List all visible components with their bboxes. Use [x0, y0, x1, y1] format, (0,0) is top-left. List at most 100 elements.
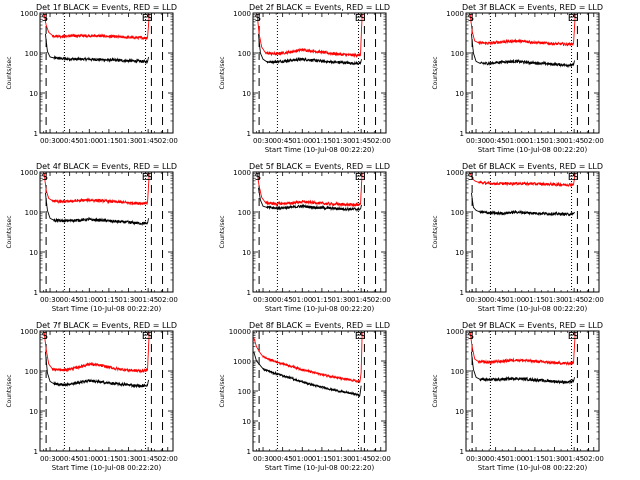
marker-label: E: [568, 13, 574, 24]
panel-det-6: Det 6f BLACK = Events, RED = LLD Counts/s…: [432, 162, 604, 313]
series-line-events: [258, 187, 362, 213]
x-tick-label: 00:45: [273, 455, 293, 463]
marker-label: E: [568, 331, 574, 342]
marker-label: S: [146, 172, 152, 183]
x-tick-label: 00:30: [466, 455, 486, 463]
x-tick-label: 01:30: [118, 296, 138, 304]
y-tick-label: 1: [247, 289, 251, 297]
y-tick-label: 10000: [229, 328, 251, 336]
plot-frame: [465, 171, 600, 293]
y-tick-label: 10: [455, 249, 464, 257]
y-axis-label: Counts/sec: [6, 374, 13, 407]
x-tick-label: 01:15: [312, 137, 332, 145]
series-line-lld: [43, 331, 150, 374]
marker-label: S: [359, 13, 365, 24]
panel-det-4: Det 4f BLACK = Events, RED = LLD Counts/s…: [6, 162, 178, 313]
y-tick-label: 1000: [233, 358, 251, 366]
plot-frame: [465, 330, 600, 452]
x-tick-label: 00:30: [253, 137, 273, 145]
y-tick-label: 1000: [446, 328, 464, 336]
x-tick-label: 01:45: [351, 296, 371, 304]
marker-label: E: [142, 331, 148, 342]
x-tick-label: 01:15: [99, 455, 119, 463]
marker-label: E: [142, 172, 148, 183]
panel-title: Det 1f BLACK = Events, RED = LLD: [36, 3, 177, 12]
marker-label: S: [146, 331, 152, 342]
marker-label: S: [468, 331, 474, 342]
plot-frame: [39, 171, 174, 293]
x-tick-label: 00:30: [253, 296, 273, 304]
x-tick-label: 02:00: [584, 137, 604, 145]
x-tick-label: 02:00: [371, 137, 391, 145]
y-tick-label: 10: [29, 90, 38, 98]
series-line-lld: [253, 332, 363, 384]
x-tick-label: 00:30: [40, 137, 60, 145]
marker-label: S: [468, 13, 474, 24]
x-tick-label: 00:45: [273, 137, 293, 145]
panel-title: Det 2f BLACK = Events, RED = LLD: [249, 3, 390, 12]
x-tick-label: 01:00: [79, 296, 99, 304]
x-tick-label: 01:30: [544, 296, 564, 304]
panel-title: Det 6f BLACK = Events, RED = LLD: [462, 162, 603, 171]
panel-title: Det 4f BLACK = Events, RED = LLD: [36, 162, 177, 171]
y-tick-label: 1000: [20, 328, 38, 336]
x-tick-label: 00:45: [60, 455, 80, 463]
x-tick-label: 01:00: [79, 137, 99, 145]
y-tick-label: 1: [460, 289, 464, 297]
panel-title: Det 7f BLACK = Events, RED = LLD: [36, 321, 177, 330]
x-tick-label: 01:15: [99, 296, 119, 304]
x-tick-label: 01:30: [331, 137, 351, 145]
x-tick-label: 01:15: [99, 137, 119, 145]
x-tick-label: 00:30: [466, 296, 486, 304]
y-tick-label: 1: [34, 130, 38, 138]
x-tick-label: 02:00: [158, 137, 178, 145]
series-line-events: [471, 192, 575, 217]
marker-label: S: [146, 13, 152, 24]
marker-label: S: [572, 331, 578, 342]
x-tick-label: 01:45: [564, 455, 584, 463]
y-tick-label: 100: [238, 388, 251, 396]
x-tick-label: 02:00: [158, 296, 178, 304]
y-tick-label: 10: [29, 408, 38, 416]
y-axis-label: Counts/sec: [6, 56, 13, 89]
series-line-lld: [469, 13, 576, 47]
x-tick-label: 01:45: [564, 137, 584, 145]
x-tick-label: 02:00: [158, 455, 178, 463]
panel-det-1: Det 1f BLACK = Events, RED = LLD Counts/s…: [6, 3, 178, 145]
series-line-events: [258, 33, 362, 66]
panel-title: Det 9f BLACK = Events, RED = LLD: [462, 321, 603, 330]
x-tick-label: 01:30: [544, 455, 564, 463]
x-tick-label: 01:30: [331, 455, 351, 463]
y-tick-label: 1000: [446, 10, 464, 18]
marker-label: S: [42, 331, 48, 342]
y-axis-label: Counts/sec: [432, 56, 439, 89]
y-tick-label: 10: [455, 408, 464, 416]
series-line-lld: [469, 331, 576, 366]
y-axis-label: Counts/sec: [219, 374, 226, 407]
x-tick-label: 00:45: [486, 455, 506, 463]
plot-frame: [252, 171, 387, 293]
plot-frame: [252, 330, 387, 452]
x-tick-label: 02:00: [371, 296, 391, 304]
y-tick-label: 1: [34, 448, 38, 456]
x-axis-label: Start Time (10-Jul-08 00:22:20): [478, 464, 588, 472]
x-tick-label: 00:45: [486, 296, 506, 304]
y-tick-label: 1: [247, 130, 251, 138]
marker-label: E: [355, 331, 361, 342]
x-tick-label: 01:00: [292, 455, 312, 463]
marker-label: S: [42, 13, 48, 24]
x-tick-label: 01:15: [525, 455, 545, 463]
y-axis-label: Counts/sec: [6, 215, 13, 248]
x-tick-label: 01:15: [525, 296, 545, 304]
y-tick-label: 100: [238, 209, 251, 217]
y-tick-label: 1000: [20, 169, 38, 177]
x-tick-label: 01:45: [564, 296, 584, 304]
x-tick-label: 01:00: [505, 137, 525, 145]
x-axis-label: Start Time (10-Jul-08 00:22:20): [265, 464, 375, 472]
y-tick-label: 10: [242, 418, 251, 426]
x-tick-label: 01:30: [331, 296, 351, 304]
x-tick-label: 00:30: [253, 455, 273, 463]
x-tick-label: 02:00: [584, 455, 604, 463]
plot-frame: [39, 330, 174, 452]
